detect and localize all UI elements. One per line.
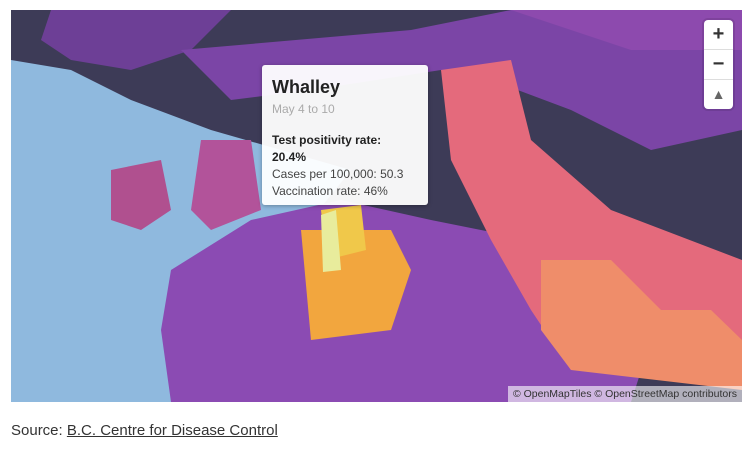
zoom-controls: + − ▲ <box>704 20 733 109</box>
source: Source: B.C. Centre for Disease Control <box>11 422 278 439</box>
source-link[interactable]: B.C. Centre for Disease Control <box>66 422 278 439</box>
region <box>191 140 261 230</box>
zoom-out[interactable]: − <box>704 50 733 80</box>
tooltip-row: Test positivity rate: 20.4% <box>272 133 382 164</box>
region <box>111 160 171 230</box>
tooltip-row: Vaccination rate: 46% <box>272 184 388 198</box>
region <box>511 10 742 50</box>
region <box>181 10 742 150</box>
tooltip-date: May 4 to 10 <box>272 102 335 116</box>
region <box>321 210 341 272</box>
attribution: © OpenMapTiles © OpenStreetMap contribut… <box>507 386 742 402</box>
region <box>441 60 742 370</box>
zoom-in[interactable]: + <box>704 20 733 50</box>
region <box>41 10 231 70</box>
compass[interactable]: ▲ <box>711 86 726 102</box>
tooltip-row: Cases per 100,000: 50.3 <box>272 167 404 181</box>
region <box>541 260 742 390</box>
tooltip: Whalley May 4 to 10 Test positivity rate… <box>262 65 428 205</box>
tooltip-title: Whalley <box>272 77 341 97</box>
source-label: Source: <box>11 422 63 439</box>
